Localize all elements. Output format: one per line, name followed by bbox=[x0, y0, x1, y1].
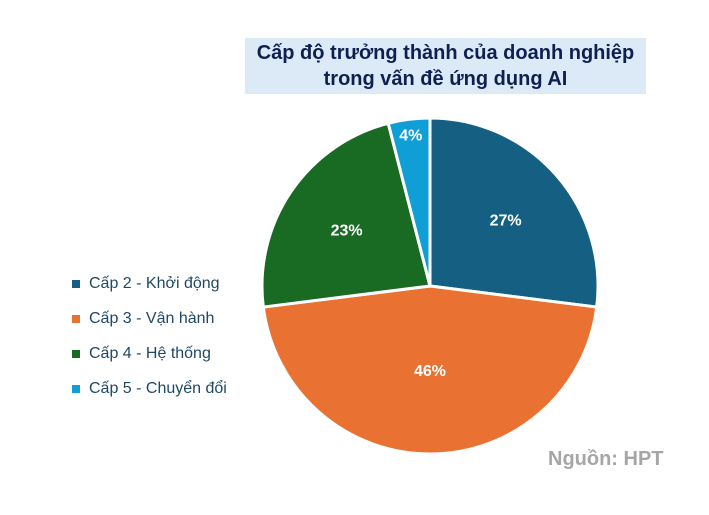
legend-item-cap-2: Cấp 2 - Khởi động bbox=[72, 266, 227, 301]
legend-marker-cap-3 bbox=[72, 314, 80, 323]
legend-item-cap-4: Cấp 4 - Hệ thống bbox=[72, 336, 227, 371]
legend-item-cap-3: Cấp 3 - Vận hành bbox=[72, 301, 227, 336]
chart-legend: Cấp 2 - Khởi động Cấp 3 - Vận hành Cấp 4… bbox=[72, 266, 227, 406]
pie-slice-2 bbox=[261, 284, 599, 456]
pie-slice-label-2: 46% bbox=[414, 363, 446, 380]
pie-slice-label-3: 23% bbox=[331, 222, 363, 239]
pie-slice-4 bbox=[386, 116, 432, 288]
chart-title-line-1: Cấp độ trưởng thành của doanh nghiệp bbox=[256, 42, 635, 64]
legend-label-cap-2: Cấp 2 - Khởi động bbox=[89, 274, 220, 292]
source-credit: Nguồn: HPT bbox=[548, 448, 664, 470]
chart-title: Cấp độ trưởng thành của doanh nghiệp tro… bbox=[245, 38, 646, 94]
chart-title-line-2: trong vấn đề ứng dụng AI bbox=[323, 68, 568, 90]
pie-slice-label-1: 27% bbox=[490, 212, 522, 229]
legend-item-cap-5: Cấp 5 - Chuyển đổi bbox=[72, 371, 227, 406]
legend-label-cap-4: Cấp 4 - Hệ thống bbox=[89, 344, 211, 362]
pie-slice-1 bbox=[428, 116, 600, 309]
pie-chart: 27% 46% 23% 4% bbox=[260, 116, 600, 456]
legend-label-cap-3: Cấp 3 - Vận hành bbox=[89, 309, 215, 327]
legend-marker-cap-2 bbox=[72, 279, 80, 288]
legend-label-cap-5: Cấp 5 - Chuyển đổi bbox=[89, 379, 227, 397]
legend-marker-cap-5 bbox=[72, 384, 80, 393]
pie-slice-3 bbox=[260, 121, 432, 309]
legend-marker-cap-4 bbox=[72, 349, 80, 358]
pie-slice-label-4: 4% bbox=[399, 127, 422, 144]
